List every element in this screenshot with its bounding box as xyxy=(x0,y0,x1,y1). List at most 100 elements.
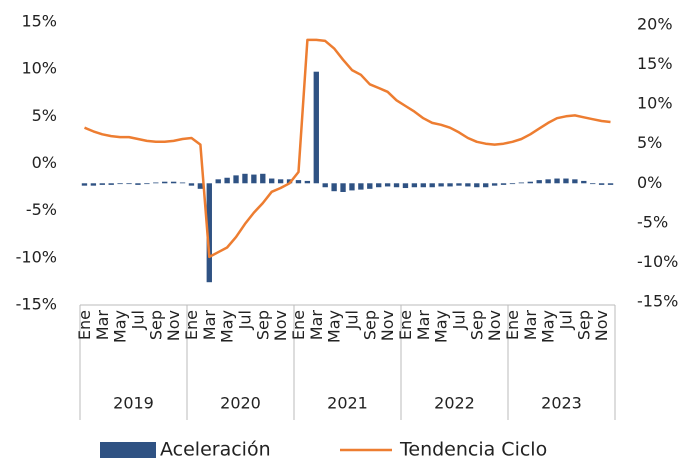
bar xyxy=(563,178,569,184)
bar xyxy=(429,183,435,188)
year-label: 2022 xyxy=(434,394,475,413)
bar xyxy=(188,183,195,186)
legend-label: Aceleración xyxy=(160,439,271,461)
y-tick-label: 10% xyxy=(21,59,57,78)
y2-tick-label: 20% xyxy=(637,15,673,34)
x-tick-label: Nov xyxy=(485,310,504,341)
bar xyxy=(304,180,311,184)
y-tick-label: -15% xyxy=(16,295,57,314)
bar xyxy=(438,183,444,187)
bar xyxy=(509,183,516,185)
bar xyxy=(536,180,542,184)
bar xyxy=(162,181,168,184)
x-tick-label: Nov xyxy=(271,310,290,341)
x-tick-label: Jul xyxy=(128,310,147,330)
bar xyxy=(277,179,284,184)
x-tick-label: May xyxy=(218,310,237,343)
bar xyxy=(465,183,471,187)
bar xyxy=(384,183,391,187)
y-tick-label: -10% xyxy=(16,247,57,266)
y2-tick-label: 0% xyxy=(637,173,662,192)
bar xyxy=(572,179,578,184)
bar xyxy=(144,183,150,185)
bar xyxy=(491,183,498,186)
x-tick-label: Sep xyxy=(360,310,379,340)
bar xyxy=(500,183,507,185)
bar xyxy=(411,183,418,188)
bar xyxy=(81,183,88,186)
x-tick-label: Nov xyxy=(592,310,611,341)
bar xyxy=(233,175,239,184)
x-tick-label: Ene xyxy=(182,310,201,340)
bar xyxy=(598,183,605,185)
bar xyxy=(420,183,426,188)
bar xyxy=(260,173,266,184)
x-tick-label: Sep xyxy=(574,310,593,340)
y2-tick-label: -15% xyxy=(637,292,678,311)
bar xyxy=(483,183,489,188)
y2-tick-label: 15% xyxy=(637,54,673,73)
bar xyxy=(135,183,141,185)
x-tick-label: Mar xyxy=(307,310,326,341)
bar xyxy=(126,183,132,185)
bar xyxy=(153,182,159,184)
bar xyxy=(179,182,186,184)
bar xyxy=(474,183,480,188)
bar xyxy=(117,183,123,185)
year-label: 2020 xyxy=(220,394,261,413)
bar xyxy=(581,180,587,184)
x-tick-label: May xyxy=(432,310,451,343)
x-tick-label: Mar xyxy=(93,310,112,341)
bar xyxy=(554,178,560,184)
y2-tick-label: -10% xyxy=(637,252,678,271)
bar xyxy=(358,183,364,190)
x-tick-label: Mar xyxy=(521,310,540,341)
x-tick-label: Sep xyxy=(253,310,272,340)
bar xyxy=(215,179,221,184)
y-tick-label: 0% xyxy=(32,153,57,172)
bar xyxy=(224,177,230,184)
bar xyxy=(402,183,409,189)
bar xyxy=(456,183,462,186)
x-tick-label: Jul xyxy=(556,310,575,330)
x-tick-label: Ene xyxy=(503,310,522,340)
bar xyxy=(518,182,525,184)
bar xyxy=(90,183,97,186)
bar xyxy=(340,183,346,192)
bar xyxy=(331,183,337,192)
bar xyxy=(349,183,355,191)
x-tick-label: Ene xyxy=(396,310,415,340)
legend-label: Tendencia Ciclo xyxy=(399,439,547,461)
bar xyxy=(447,183,453,187)
x-tick-label: Nov xyxy=(378,310,397,341)
x-tick-label: Sep xyxy=(146,310,165,340)
x-tick-label: Nov xyxy=(164,310,183,341)
year-label: 2023 xyxy=(541,394,582,413)
x-tick-label: May xyxy=(111,310,130,343)
bar xyxy=(108,183,114,185)
bar xyxy=(269,178,275,184)
bar xyxy=(376,183,382,188)
bar xyxy=(313,71,319,184)
y2-tick-label: 5% xyxy=(637,133,662,152)
bar xyxy=(607,183,614,185)
legend-swatch xyxy=(100,442,156,458)
x-tick-label: Jul xyxy=(449,310,468,330)
x-tick-label: Ene xyxy=(289,310,308,340)
bar xyxy=(545,179,551,184)
y-tick-label: -5% xyxy=(26,200,57,219)
x-tick-label: Jul xyxy=(235,310,254,330)
bar xyxy=(242,173,248,184)
bar xyxy=(170,181,177,184)
x-tick-label: Mar xyxy=(414,310,433,341)
x-tick-label: Jul xyxy=(342,310,361,330)
y-tick-label: 15% xyxy=(21,12,57,31)
bar xyxy=(206,183,212,283)
bar xyxy=(251,174,257,184)
bar xyxy=(367,183,373,189)
x-tick-label: May xyxy=(539,310,558,343)
line xyxy=(84,38,611,259)
y2-tick-label: 10% xyxy=(637,94,673,113)
y-tick-label: 5% xyxy=(32,106,57,125)
